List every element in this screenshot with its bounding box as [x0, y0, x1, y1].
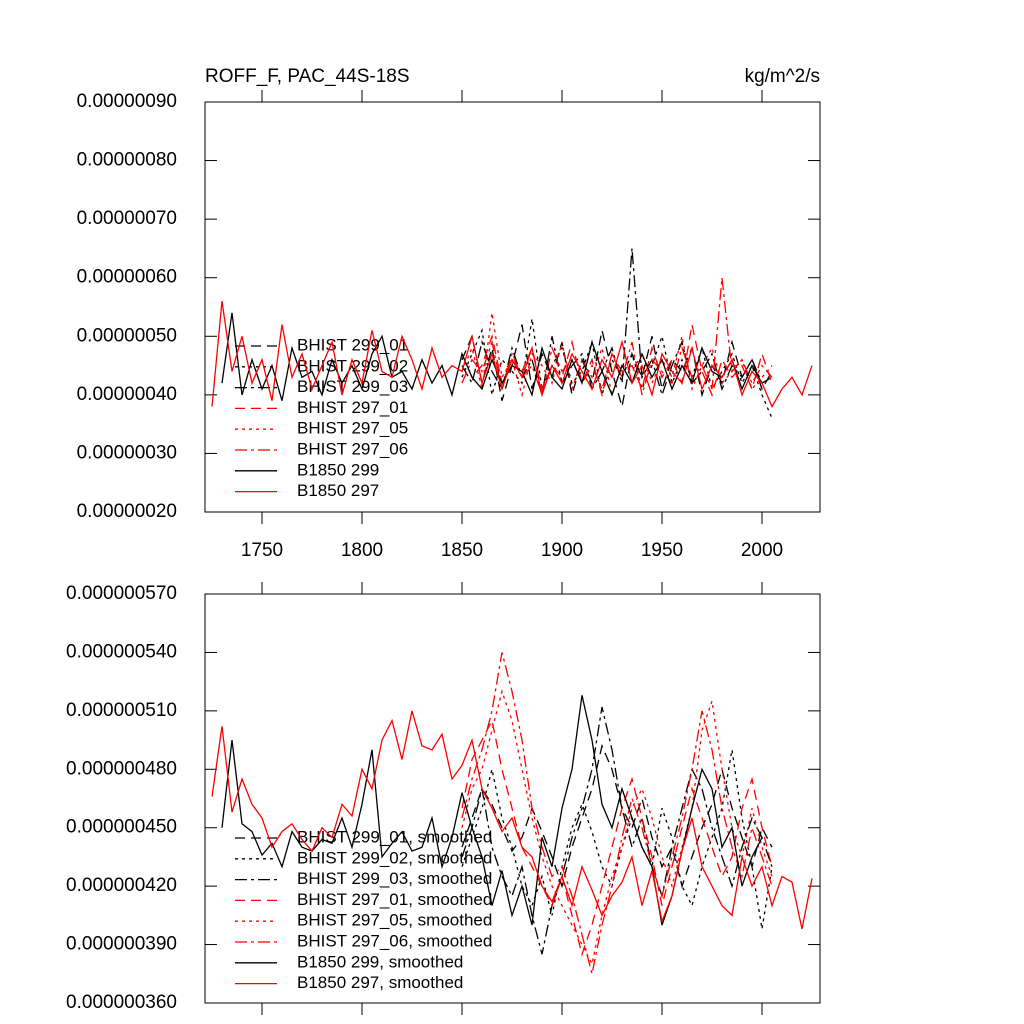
x-tick-label: 1900 — [541, 540, 583, 561]
series-line — [211, 710, 813, 930]
legend-label: BHIST 297_06 — [297, 439, 408, 458]
y-tick-label: 0.00000070 — [77, 208, 177, 229]
series-line — [461, 318, 773, 419]
chart-title: ROFF_F, PAC_44S-18S — [205, 66, 410, 87]
series-line — [211, 301, 813, 409]
series-line — [461, 749, 773, 930]
units-label: kg/m^2/s — [745, 66, 820, 87]
y-tick-label: 0.00000080 — [77, 150, 177, 171]
series-line — [461, 312, 773, 398]
legend-label: BHIST 297_05, smoothed — [297, 911, 492, 930]
x-tick-label: 1950 — [641, 540, 683, 561]
series-line — [461, 718, 773, 957]
y-tick-label: 0.00000030 — [77, 442, 177, 463]
y-tick-label: 0.00000040 — [77, 384, 177, 405]
legend-label: B1850 297, smoothed — [297, 973, 463, 992]
y-tick-label: 0.000000570 — [66, 583, 177, 604]
legend-label: BHIST 297_05 — [297, 419, 408, 438]
series-line — [461, 652, 773, 974]
x-tick-label: 1750 — [241, 540, 283, 561]
series-line — [461, 706, 773, 955]
y-tick-label: 0.000000390 — [66, 934, 177, 955]
legend-label: BHIST 297_06, smoothed — [297, 931, 492, 950]
y-tick-label: 0.000000510 — [66, 700, 177, 721]
legend-label: BHIST 299_01, smoothed — [297, 827, 492, 846]
y-tick-label: 0.000000360 — [66, 992, 177, 1013]
legend-label: B1850 299, smoothed — [297, 952, 463, 971]
y-tick-label: 0.00000050 — [77, 325, 177, 346]
x-tick-label: 2000 — [741, 540, 783, 561]
legend-label: B1850 299 — [297, 460, 379, 479]
y-tick-label: 0.000000540 — [66, 641, 177, 662]
plot-frame — [204, 101, 821, 513]
series-line — [461, 277, 773, 398]
y-tick-label: 0.000000480 — [66, 758, 177, 779]
y-tick-label: 0.00000020 — [77, 501, 177, 522]
legend-label: BHIST 297_01 — [297, 398, 408, 417]
legend-label: BHIST 299_02, smoothed — [297, 848, 492, 867]
plot-frame — [204, 593, 821, 1004]
legend-label: B1850 297 — [297, 481, 379, 500]
series-line — [461, 324, 773, 407]
y-tick-label: 0.000000420 — [66, 875, 177, 896]
series-line — [461, 743, 773, 889]
y-tick-label: 0.00000090 — [77, 91, 177, 112]
x-tick-label: 1850 — [441, 540, 483, 561]
y-tick-label: 0.000000450 — [66, 817, 177, 838]
y-tick-label: 0.00000060 — [77, 267, 177, 288]
x-tick-label: 1800 — [341, 540, 383, 561]
legend-label: BHIST 299_03 — [297, 377, 408, 396]
series-line — [221, 312, 763, 401]
legend-label: BHIST 299_01 — [297, 335, 408, 354]
legend-label: BHIST 299_03, smoothed — [297, 869, 492, 888]
legend-label: BHIST 297_01, smoothed — [297, 890, 492, 909]
